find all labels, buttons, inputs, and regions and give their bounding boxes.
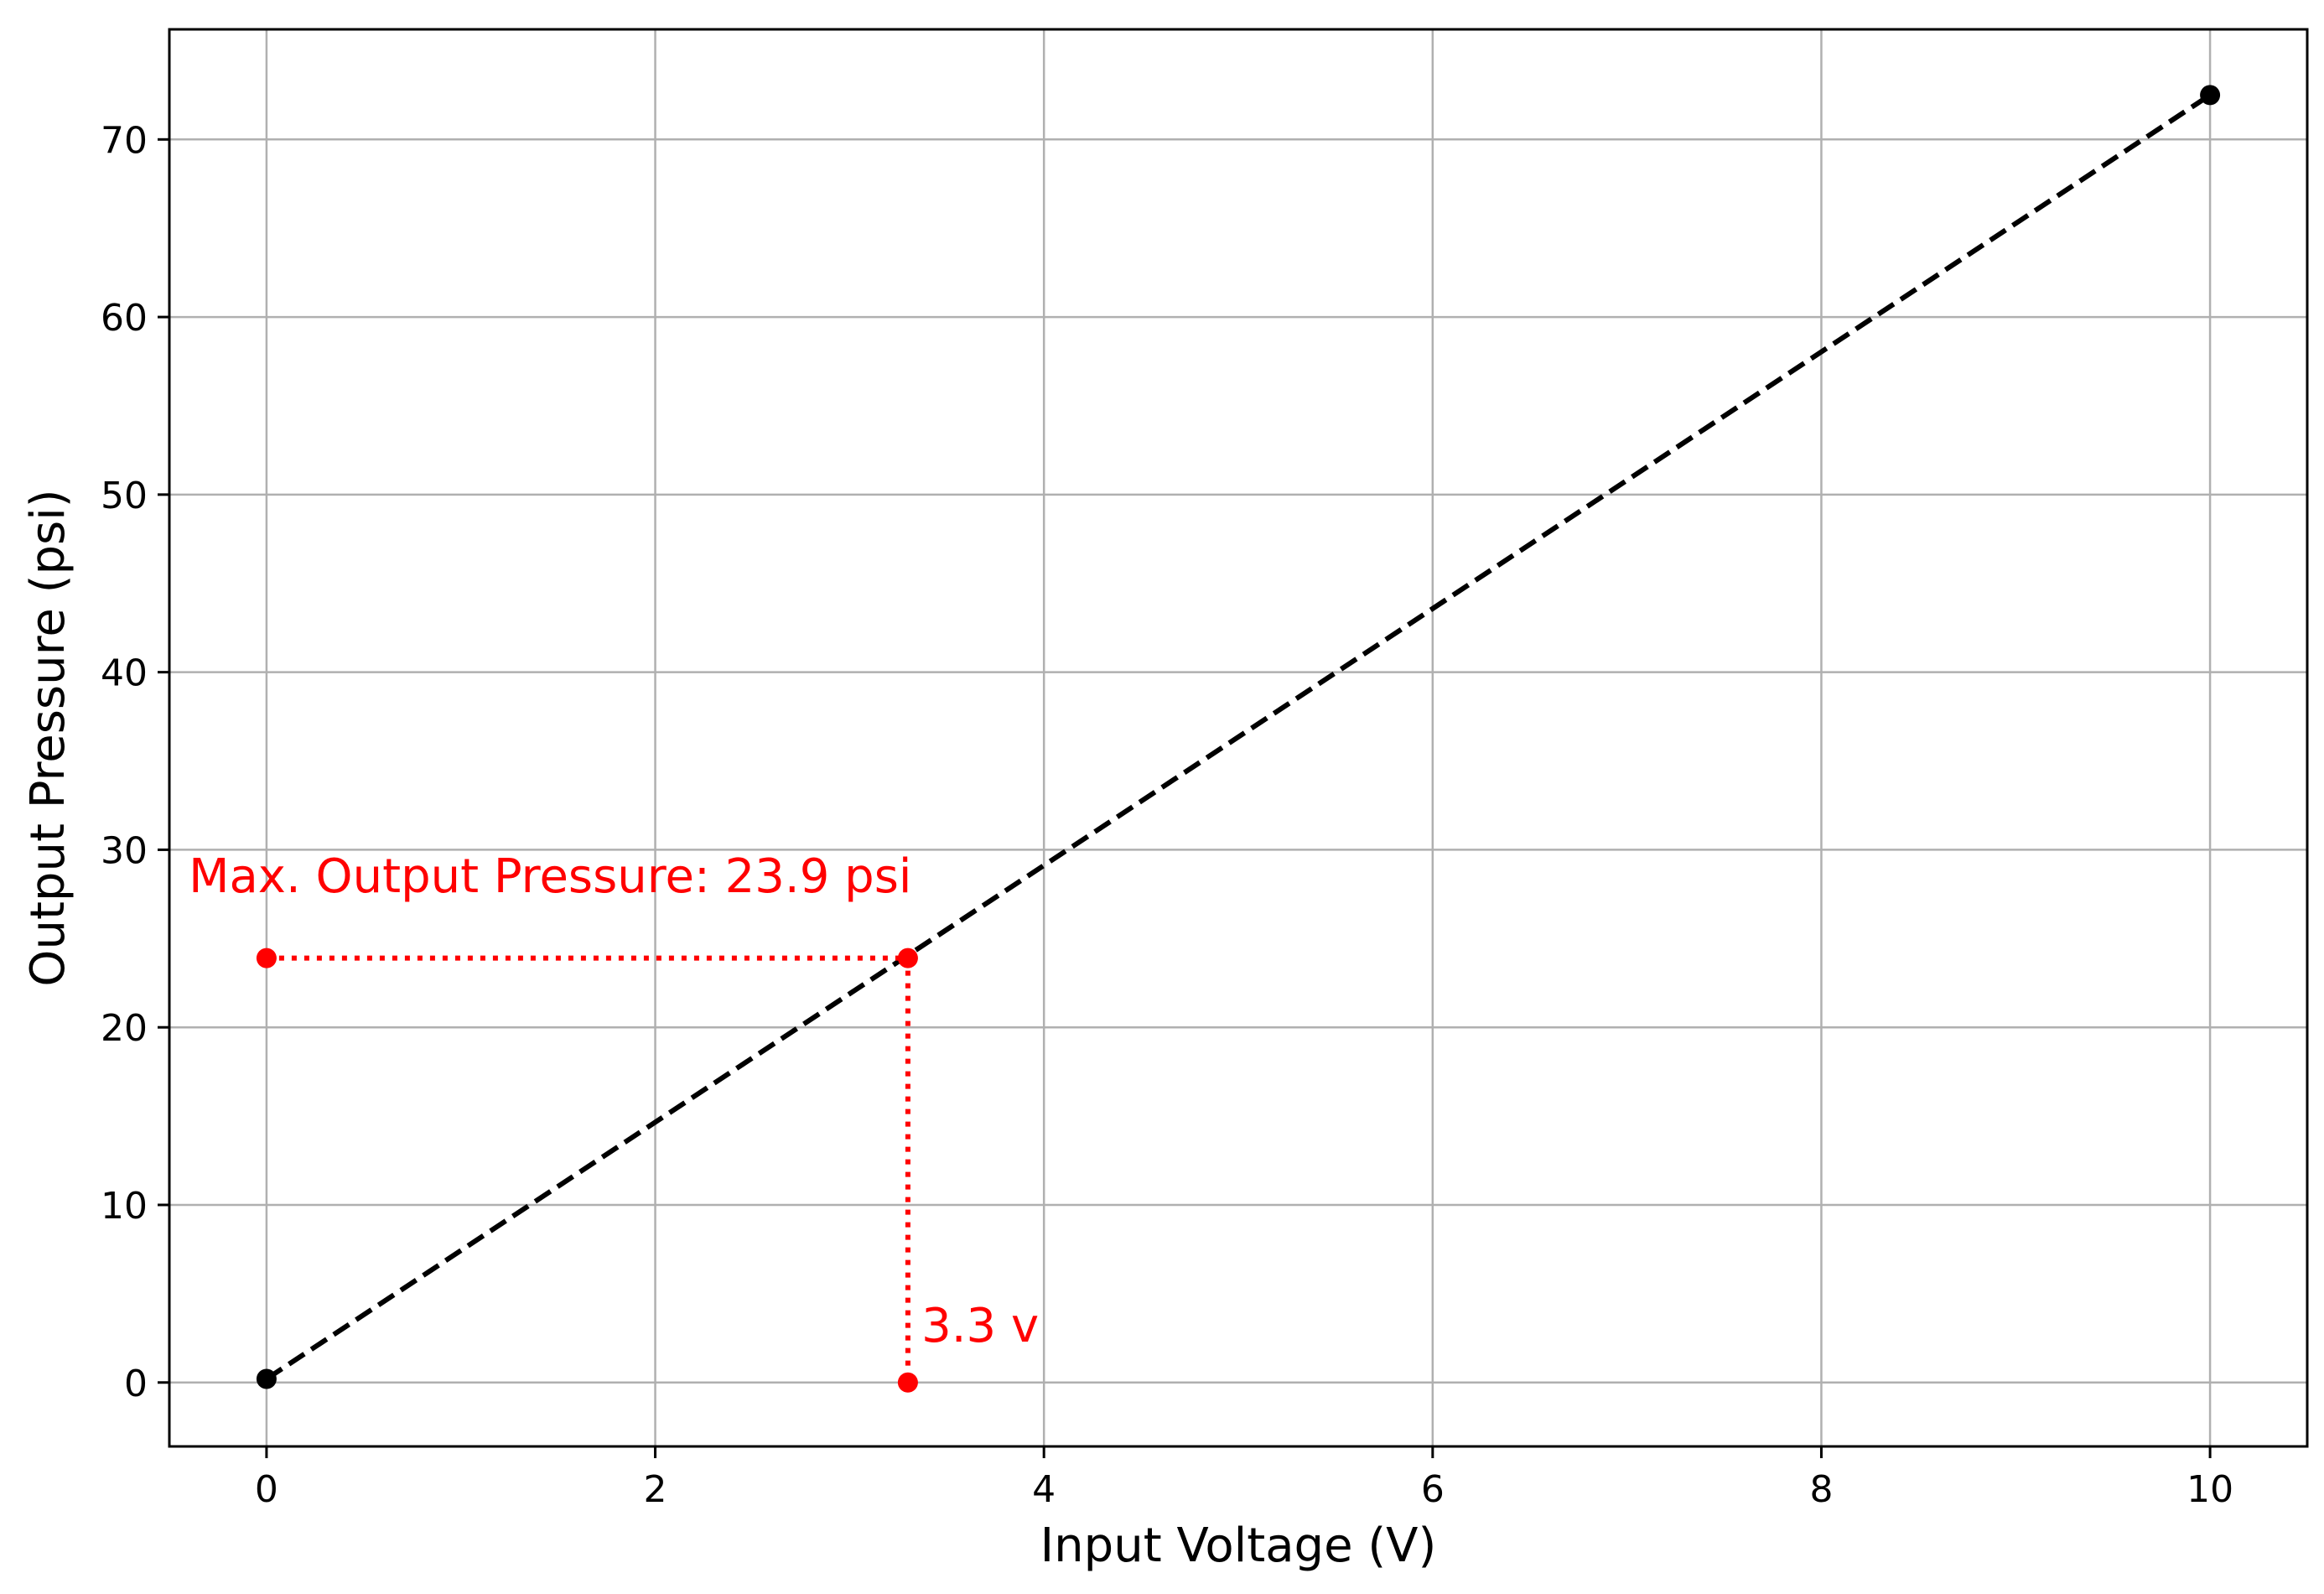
x-tick-label: 2: [644, 1468, 667, 1511]
x-tick-label: 10: [2187, 1468, 2233, 1511]
y-tick-label: 10: [101, 1185, 148, 1228]
y-tick-label: 20: [101, 1007, 148, 1050]
x-tick-label: 6: [1421, 1468, 1445, 1511]
series-line: [265, 92, 2212, 1382]
annotation-point: [256, 948, 277, 968]
plot-frame: [168, 28, 2309, 1448]
y-tick-label: 40: [101, 652, 148, 695]
data-point: [2200, 85, 2221, 106]
y-tick-label: 30: [101, 829, 148, 872]
annotations: Max. Output Pressure: 23.9 psi 3.3 v: [189, 849, 1039, 1393]
data-series: [256, 85, 2221, 1389]
y-tick-label: 60: [101, 297, 148, 340]
x-tick-label: 8: [1809, 1468, 1833, 1511]
data-point: [256, 1368, 277, 1389]
y-tick-label: 70: [101, 119, 148, 162]
y-tick-label: 50: [101, 475, 148, 517]
annotation-label: 3.3 v: [921, 1299, 1039, 1353]
y-axis-title: Output Pressure (psi): [21, 489, 75, 986]
x-tick-label: 0: [255, 1468, 278, 1511]
annotation-label: Max. Output Pressure: 23.9 psi: [189, 849, 911, 904]
x-axis-title: Input Voltage (V): [1040, 1519, 1437, 1573]
annotation-point: [897, 948, 918, 968]
axis-ticks: 0 2 4 6 8 10 0 10 20 30 40 50 60 70: [101, 119, 2233, 1511]
x-tick-label: 4: [1032, 1468, 1056, 1511]
y-tick-label: 0: [124, 1363, 148, 1405]
annotation-point: [897, 1372, 918, 1393]
